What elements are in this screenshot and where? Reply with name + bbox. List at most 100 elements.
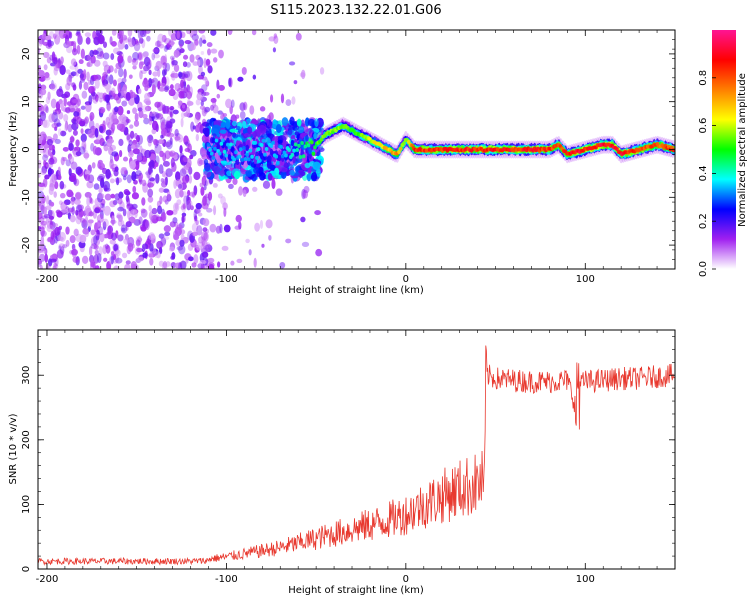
spectrogram-cell xyxy=(157,205,163,215)
spectrogram-cell xyxy=(188,175,193,184)
spectrogram-cell xyxy=(102,60,108,68)
spectrogram-cell xyxy=(210,104,214,111)
spectrogram-cell xyxy=(253,257,257,268)
spectrogram-cell xyxy=(198,236,204,244)
spectrogram-cell xyxy=(199,259,207,265)
spectrogram-cell xyxy=(163,68,168,76)
spectrogram-cell xyxy=(304,162,311,169)
spectrogram-cell xyxy=(203,184,207,191)
spectrogram-cell xyxy=(128,38,136,48)
spectrogram-cell xyxy=(132,185,137,194)
spectrogram-cell xyxy=(105,74,109,85)
spectrogram-cell xyxy=(136,156,143,161)
spectrogram-cell xyxy=(94,207,101,214)
spectrogram-cell xyxy=(205,177,210,186)
spectrogram-cell xyxy=(138,172,144,180)
spectrogram-cell xyxy=(80,133,87,143)
spectrogram-cell xyxy=(155,123,159,133)
spectrogram-cell xyxy=(162,62,168,70)
spectrogram-cell xyxy=(113,265,120,269)
spectrogram-cell xyxy=(59,64,66,76)
spectrogram-cell xyxy=(121,86,127,97)
spectrogram-cell xyxy=(97,34,105,45)
spectrogram-cell xyxy=(200,50,205,56)
spectrogram-cell xyxy=(285,238,292,244)
spectrogram-cell xyxy=(314,118,319,128)
spectrogram-cell xyxy=(242,120,247,129)
spectrogram-cell xyxy=(201,175,207,186)
colorbar-tick-label: 0.0 xyxy=(698,261,709,277)
spectrogram-cell xyxy=(141,105,149,113)
spectrogram-cell xyxy=(123,68,127,79)
ridge-cell xyxy=(280,154,285,159)
spectrogram-cell xyxy=(85,37,91,45)
spectrogram-cell xyxy=(288,61,296,66)
spectrogram-cell xyxy=(203,57,207,69)
figure-title: S115.2023.132.22.01.G06 xyxy=(270,3,441,18)
spectrogram-cell xyxy=(152,71,159,77)
spectrogram-cell xyxy=(39,264,43,269)
spectrogram-cell xyxy=(40,226,45,237)
spectrogram-cell xyxy=(195,133,200,142)
spectrogram-cell xyxy=(185,70,193,82)
spectrogram-cell xyxy=(112,79,117,87)
spectrogram-cell xyxy=(179,48,185,54)
spectrogram-cell xyxy=(117,82,121,93)
spectrogram-cell xyxy=(99,166,103,171)
spectrogram-cell xyxy=(196,92,204,101)
spectrogram-cell xyxy=(301,241,310,247)
spectrogram-cell xyxy=(132,148,140,155)
spectrogram-cell xyxy=(191,231,199,237)
spectrogram-cell xyxy=(38,226,42,231)
spectrogram-cell xyxy=(76,30,81,36)
spectrogram-cell xyxy=(125,221,132,228)
spectrogram-cell xyxy=(270,94,274,103)
spectrogram-cell xyxy=(38,137,43,145)
spectrogram-cell xyxy=(98,186,103,194)
spectrogram-cell xyxy=(112,47,121,55)
spectrogram-cell xyxy=(178,39,185,47)
spectrogram-cell xyxy=(180,234,185,240)
spectrogram-cell xyxy=(109,178,115,184)
spectrogram-cell xyxy=(148,69,152,76)
spectrogram-cell xyxy=(106,88,111,94)
spectrogram-cell xyxy=(193,185,198,196)
spectrogram-cell xyxy=(135,170,142,177)
spectrogram-cell xyxy=(154,143,162,154)
spectrogram-cell xyxy=(186,30,192,35)
spectrogram-cell xyxy=(251,30,257,36)
spectrogram-cell xyxy=(209,223,217,233)
spectrogram-cell xyxy=(79,118,86,126)
spectrogram-cell xyxy=(133,179,138,185)
spectrogram-cell xyxy=(109,144,116,151)
spectrogram-cell xyxy=(144,105,152,112)
spectrogram-cell xyxy=(179,44,183,49)
spectrogram-cell xyxy=(44,174,50,180)
spectrogram-cell xyxy=(89,49,94,57)
ridge-cell xyxy=(284,153,288,158)
spectrogram-cell xyxy=(144,30,151,34)
spectrogram-cell xyxy=(72,256,80,263)
spectrogram-cell xyxy=(312,161,321,171)
spectrogram-cell xyxy=(88,79,92,86)
ridge-cell xyxy=(240,157,245,162)
spectrogram-cell xyxy=(183,87,188,94)
ridge-cell xyxy=(219,141,224,146)
ridge-cell xyxy=(250,154,254,159)
ridge-cell xyxy=(243,157,248,162)
spectrogram-cell xyxy=(119,113,127,123)
spectrogram-cell xyxy=(175,171,181,182)
spectrogram-cell xyxy=(200,231,208,241)
spectrogram-cell xyxy=(300,119,305,127)
spectrogram-cell xyxy=(277,139,283,144)
spectrogram-cell xyxy=(285,99,292,107)
spectrogram-cell xyxy=(99,51,104,58)
spectrogram-cell xyxy=(82,255,89,265)
spectrogram-cell xyxy=(206,207,213,213)
spectrogram-cell xyxy=(115,96,122,104)
spectrogram-cell xyxy=(180,205,186,211)
spectrogram-cell xyxy=(38,70,45,78)
spectrogram-cell xyxy=(40,88,47,96)
spectrogram-cell xyxy=(91,91,97,100)
spectrogram-cell xyxy=(53,110,59,116)
